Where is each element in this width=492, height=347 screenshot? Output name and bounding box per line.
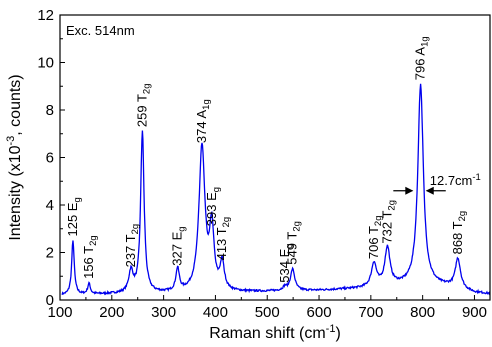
x-tick-label: 700 <box>358 304 383 321</box>
x-tick-label: 100 <box>47 304 72 321</box>
fwhm-annotation: 12.7cm-1 <box>393 172 481 195</box>
y-tick-label: 10 <box>37 55 54 72</box>
peak-label: 549 T2g <box>285 221 303 265</box>
y-tick-label: 4 <box>46 197 54 214</box>
fwhm-left-arrowhead <box>405 186 414 195</box>
peak-label: 413 T2g <box>214 217 232 261</box>
peak-label: 327 Eg <box>170 226 188 265</box>
peak-label: 534 Eg <box>277 243 295 282</box>
x-tick-label: 300 <box>151 304 176 321</box>
y-tick-label: 0 <box>46 292 54 309</box>
fwhm-label: 12.7cm-1 <box>430 172 481 188</box>
fwhm-right-arrowhead <box>425 186 434 195</box>
y-tick-label: 2 <box>46 245 54 262</box>
peak-label: 237 T2g <box>123 224 141 268</box>
peak-label: 868 T2g <box>450 211 468 255</box>
peak-label: 259 T2g <box>134 84 152 128</box>
excitation-label: Exc. 514nm <box>66 23 135 38</box>
x-tick-label: 400 <box>203 304 228 321</box>
peak-label: 374 A1g <box>194 99 212 143</box>
x-axis-ticks: 100 200 300 400 500 600 700 800 900 <box>47 295 487 321</box>
x-tick-label: 600 <box>307 304 332 321</box>
peak-label: 732 T2g <box>379 200 397 244</box>
peak-label: 393 Eg <box>204 187 222 226</box>
y-tick-label: 8 <box>46 102 54 119</box>
x-tick-label: 200 <box>99 304 124 321</box>
y-tick-label: 12 <box>37 7 54 24</box>
peak-label: 156 T2g <box>81 235 99 279</box>
peak-label: 706 T2g <box>366 216 384 260</box>
x-tick-label: 500 <box>255 304 280 321</box>
peak-label: 125 Eg <box>65 197 83 236</box>
spectrum-line <box>61 83 491 296</box>
y-tick-label: 6 <box>46 150 54 167</box>
y-axis-ticks: 0 2 4 6 8 10 12 <box>37 7 65 309</box>
x-axis-title: Raman shift (cm-1) <box>209 323 341 342</box>
peak-label: 796 A1g <box>413 36 431 80</box>
y-axis-title: Intensity (x10-3, counts) <box>5 74 24 240</box>
plot-area <box>61 83 491 296</box>
x-tick-label: 800 <box>410 304 435 321</box>
x-tick-label: 900 <box>462 304 487 321</box>
